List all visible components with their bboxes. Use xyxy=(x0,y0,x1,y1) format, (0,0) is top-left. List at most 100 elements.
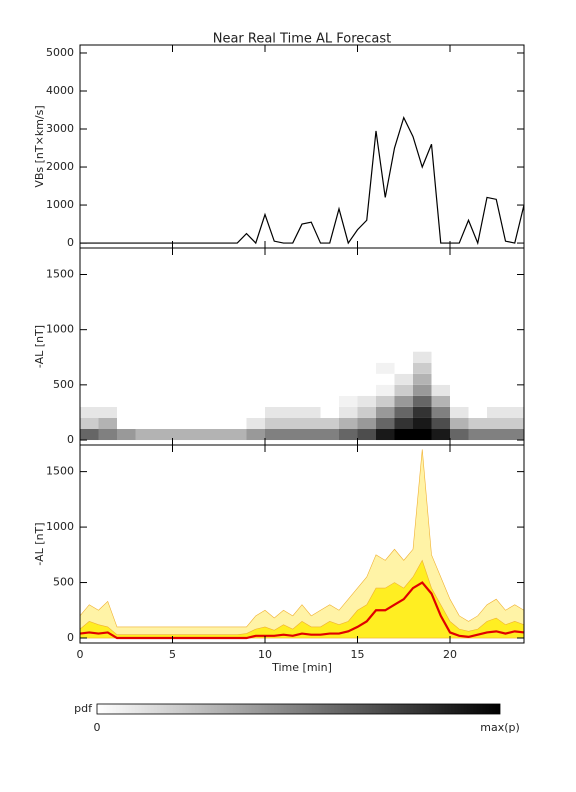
heat-cell xyxy=(505,406,524,418)
y-tick-label: 1000 xyxy=(46,323,74,336)
heat-cell xyxy=(394,373,413,385)
heat-cell xyxy=(505,351,524,363)
heat-cell xyxy=(172,384,191,396)
heat-cell xyxy=(357,384,376,396)
heat-cell xyxy=(265,406,284,418)
y-axis-label: -AL [nT] xyxy=(33,325,46,368)
heat-cell xyxy=(80,428,99,441)
heat-cell xyxy=(487,384,506,396)
heat-cell xyxy=(154,395,173,407)
band xyxy=(79,449,525,639)
heat-cell xyxy=(505,428,524,441)
y-axis-label: -AL [nT] xyxy=(33,522,46,565)
heat-cell xyxy=(283,384,302,396)
y-tick-label: 1000 xyxy=(46,198,74,211)
heat-cell xyxy=(357,362,376,374)
heat-cell xyxy=(135,362,154,374)
heat-cell xyxy=(135,384,154,396)
heat-cell xyxy=(394,362,413,374)
heat-cell xyxy=(135,395,154,407)
heat-cell xyxy=(191,395,210,407)
heat-cell xyxy=(283,395,302,407)
heat-cell xyxy=(283,362,302,374)
heat-cell xyxy=(246,373,265,385)
heat-cell xyxy=(265,417,284,429)
heat-cell xyxy=(117,395,136,407)
heat-cell xyxy=(302,406,321,418)
heat-cell xyxy=(191,362,210,374)
heat-cell xyxy=(98,362,117,374)
heat-cell xyxy=(320,351,339,363)
heat-cell xyxy=(394,351,413,363)
heat-cell xyxy=(135,428,154,441)
heat-cell xyxy=(191,417,210,429)
heat-cell xyxy=(283,428,302,441)
heat-cell xyxy=(80,406,99,418)
heat-cell xyxy=(172,373,191,385)
heat-cell xyxy=(209,351,228,363)
heat-cell xyxy=(246,417,265,429)
heat-cell xyxy=(154,373,173,385)
heat-cell xyxy=(487,351,506,363)
heat-cell xyxy=(98,428,117,441)
colorbar-min-label: 0 xyxy=(94,721,101,734)
heat-cell xyxy=(117,428,136,441)
x-tick-label: 0 xyxy=(77,648,84,661)
heat-cell xyxy=(394,428,413,441)
heat-cell xyxy=(376,384,395,396)
heat-cell xyxy=(468,373,487,385)
heat-cell xyxy=(246,384,265,396)
heat-cell xyxy=(117,362,136,374)
heat-cell xyxy=(431,362,450,374)
heat-cell xyxy=(98,417,117,429)
heat-cell xyxy=(228,373,247,385)
y-tick-label: 500 xyxy=(53,576,74,589)
heat-cell xyxy=(413,406,432,418)
heat-cell xyxy=(413,351,432,363)
heat-cell xyxy=(172,351,191,363)
heat-cell xyxy=(450,417,469,429)
heat-cell xyxy=(487,417,506,429)
y-tick-label: 0 xyxy=(67,433,74,446)
heat-cell xyxy=(191,384,210,396)
heat-cell xyxy=(357,417,376,429)
heat-cell xyxy=(413,384,432,396)
heat-cell xyxy=(154,351,173,363)
y-tick-label: 1500 xyxy=(46,267,74,280)
heat-cell xyxy=(117,373,136,385)
heat-cell xyxy=(394,384,413,396)
heat-cell xyxy=(450,351,469,363)
heat-cell xyxy=(209,395,228,407)
y-tick-label: 5000 xyxy=(46,46,74,59)
heat-cell xyxy=(394,417,413,429)
colorbar-max-label: max(p) xyxy=(480,721,520,734)
heat-cell xyxy=(283,406,302,418)
heat-cell xyxy=(339,417,358,429)
heat-cell xyxy=(228,362,247,374)
heat-cell xyxy=(357,406,376,418)
heat-cell xyxy=(505,362,524,374)
heat-cell xyxy=(154,428,173,441)
heat-cell xyxy=(431,417,450,429)
x-axis-label: Time [min] xyxy=(271,661,332,674)
heat-cell xyxy=(283,351,302,363)
heat-cell xyxy=(357,395,376,407)
colorbar xyxy=(96,703,501,715)
median-line xyxy=(79,581,525,640)
heat-cell xyxy=(413,373,432,385)
heat-cell xyxy=(117,384,136,396)
x-tick-label: 15 xyxy=(351,648,365,661)
heat-cell xyxy=(302,417,321,429)
heat-cell xyxy=(191,428,210,441)
y-tick-label: 0 xyxy=(67,236,74,249)
heat-cell xyxy=(135,373,154,385)
heat-cell xyxy=(135,351,154,363)
x-tick-label: 20 xyxy=(443,648,457,661)
heat-cell xyxy=(357,428,376,441)
heat-cell xyxy=(320,428,339,441)
heat-cell xyxy=(339,351,358,363)
heat-cell xyxy=(487,395,506,407)
heat-cell xyxy=(505,384,524,396)
heat-cell xyxy=(228,406,247,418)
heat-cell xyxy=(80,351,99,363)
